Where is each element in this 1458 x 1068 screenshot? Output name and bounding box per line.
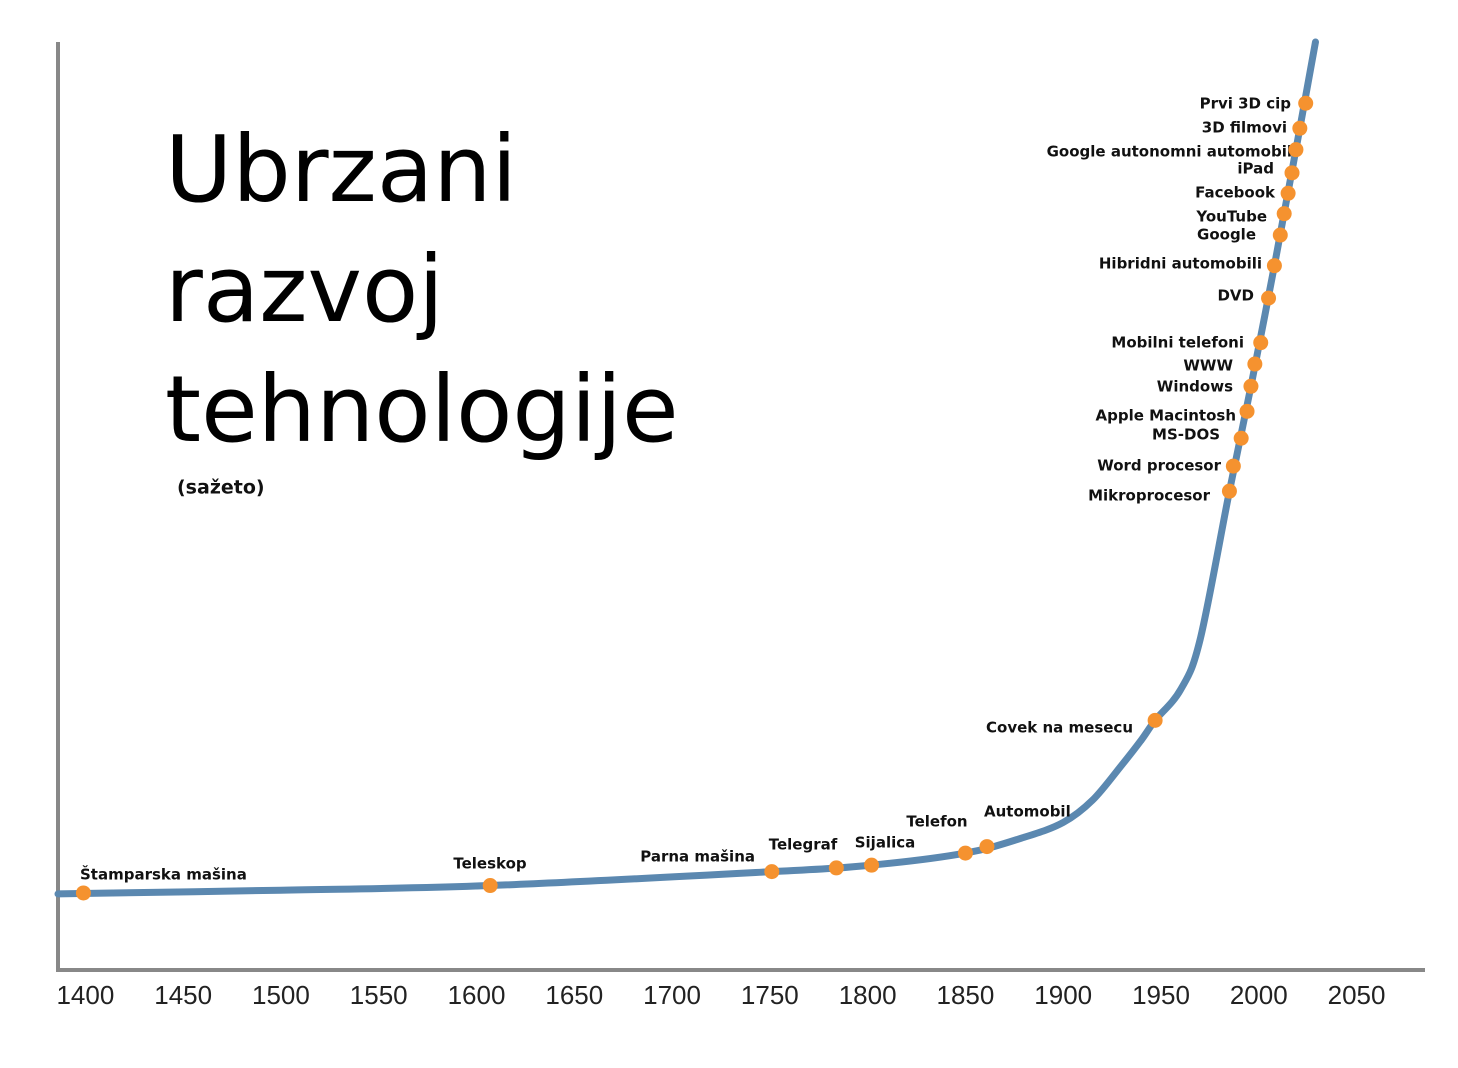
event-point bbox=[75, 885, 91, 901]
event-point bbox=[1221, 483, 1237, 499]
x-tick-label: 1750 bbox=[741, 980, 799, 1010]
x-tick-label: 1650 bbox=[545, 980, 603, 1010]
event-label: YouTube bbox=[1195, 208, 1267, 226]
event-point bbox=[1276, 206, 1292, 222]
event-label: Automobil bbox=[984, 803, 1071, 821]
event-point bbox=[1147, 712, 1163, 728]
event-point bbox=[1225, 458, 1241, 474]
x-tick-label: 1950 bbox=[1132, 980, 1190, 1010]
event-point bbox=[1243, 378, 1259, 394]
event-point bbox=[1253, 335, 1269, 351]
event-label: iPad bbox=[1237, 160, 1274, 178]
x-tick-label: 1800 bbox=[839, 980, 897, 1010]
event-point bbox=[979, 839, 995, 855]
chart-title: Ubrzani razvoj tehnologije bbox=[165, 116, 679, 463]
x-tick-label: 1850 bbox=[937, 980, 995, 1010]
event-point bbox=[1239, 403, 1255, 419]
event-label: Telefon bbox=[906, 813, 967, 831]
x-tick-label: 1400 bbox=[56, 980, 114, 1010]
event-label: Hibridni automobili bbox=[1099, 255, 1262, 273]
event-label: 3D filmovi bbox=[1202, 119, 1287, 137]
event-label: Mobilni telefoni bbox=[1111, 334, 1244, 352]
event-label: WWW bbox=[1183, 357, 1233, 375]
x-tick-label: 1450 bbox=[154, 980, 212, 1010]
event-point bbox=[1247, 356, 1263, 372]
event-point bbox=[1233, 430, 1249, 446]
event-label: Word procesor bbox=[1097, 457, 1221, 475]
event-point bbox=[1266, 258, 1282, 274]
event-label: Google autonomni automobil bbox=[1047, 143, 1292, 161]
x-tick-label: 1500 bbox=[252, 980, 310, 1010]
x-tick-label: 2050 bbox=[1328, 980, 1386, 1010]
curve bbox=[54, 38, 1319, 898]
event-point bbox=[1261, 290, 1277, 306]
x-tick-label: 1600 bbox=[448, 980, 506, 1010]
event-point bbox=[957, 845, 973, 861]
event-label: Prvi 3D cip bbox=[1200, 95, 1292, 113]
event-point bbox=[1280, 185, 1296, 201]
event-label: MS-DOS bbox=[1152, 426, 1220, 444]
x-tick-label: 1900 bbox=[1034, 980, 1092, 1010]
x-tick-label: 2000 bbox=[1230, 980, 1288, 1010]
event-point bbox=[864, 857, 880, 873]
event-label: Telegraf bbox=[769, 836, 838, 854]
event-label: Windows bbox=[1157, 378, 1233, 396]
x-tick-label: 1550 bbox=[350, 980, 408, 1010]
event-point bbox=[482, 878, 498, 894]
event-point bbox=[1298, 95, 1314, 111]
x-tick-label: 1700 bbox=[643, 980, 701, 1010]
event-label: Apple Macintosh bbox=[1096, 407, 1236, 425]
event-point bbox=[1292, 120, 1308, 136]
event-label: Mikroprocesor bbox=[1088, 487, 1210, 505]
subtitle: (sažeto) bbox=[177, 477, 265, 499]
event-label: Sijalica bbox=[855, 834, 916, 852]
event-point bbox=[1272, 227, 1288, 243]
event-label: Covek na mesecu bbox=[986, 719, 1133, 737]
event-point bbox=[1288, 142, 1304, 158]
event-label: Google bbox=[1197, 226, 1256, 244]
event-point bbox=[828, 860, 844, 876]
event-label: Facebook bbox=[1195, 184, 1276, 202]
event-label: Parna mašina bbox=[640, 848, 755, 866]
event-point bbox=[1284, 165, 1300, 181]
event-label: DVD bbox=[1217, 287, 1254, 305]
event-label: Štamparska mašina bbox=[80, 865, 247, 884]
event-label: Teleskop bbox=[453, 855, 527, 873]
event-point bbox=[764, 864, 780, 880]
